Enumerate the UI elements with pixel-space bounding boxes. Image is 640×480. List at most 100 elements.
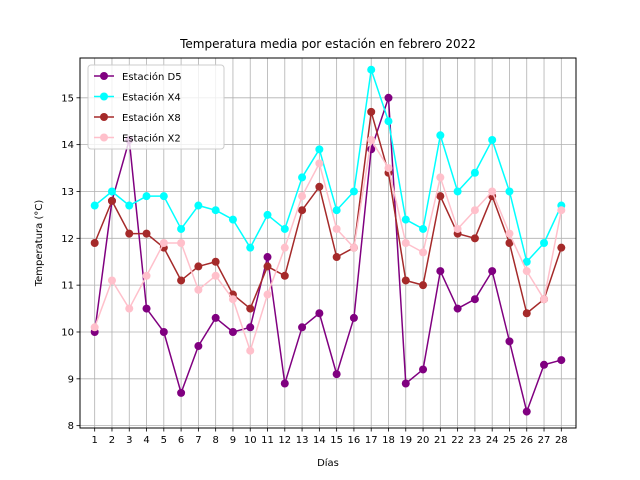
data-point (298, 323, 307, 332)
series-4 (90, 135, 566, 355)
data-point (401, 239, 410, 247)
data-point (298, 192, 307, 201)
data-point (142, 271, 151, 280)
x-tick-label: 27 (538, 435, 551, 446)
y-tick-label: 9 (68, 374, 74, 385)
legend-box (87, 64, 225, 150)
data-point (419, 248, 428, 257)
data-point (246, 323, 255, 332)
legend-entry: Estación X4 (94, 92, 181, 104)
x-tick-label: 18 (382, 435, 395, 446)
data-point (90, 201, 99, 210)
data-point (367, 145, 376, 154)
data-point (107, 276, 116, 285)
series-line (94, 68, 562, 263)
chart-title: Temperatura media por estación en febrer… (179, 37, 476, 51)
y-tick-label: 12 (61, 234, 74, 245)
legend-entry: Estación X8 (94, 112, 181, 124)
data-point (177, 276, 186, 285)
data-point (470, 206, 479, 215)
data-point (315, 309, 324, 318)
data-point (194, 262, 203, 271)
data-point (228, 295, 237, 304)
data-point (211, 313, 220, 322)
data-point (470, 168, 479, 177)
legend-label: Estación X2 (122, 133, 181, 145)
data-point (211, 271, 220, 280)
data-point (228, 327, 237, 336)
x-tick-label: 25 (503, 435, 516, 446)
data-point (367, 107, 376, 116)
data-point (125, 201, 134, 210)
x-tick-label: 8 (212, 435, 218, 446)
data-point (159, 327, 168, 336)
data-point (470, 295, 479, 304)
x-tick-label: 10 (244, 435, 257, 446)
data-point (453, 224, 462, 233)
data-point (367, 135, 376, 144)
data-point (505, 187, 514, 196)
legend-label: Estación D5 (122, 71, 182, 83)
data-point (349, 243, 358, 252)
data-point (263, 290, 272, 299)
series-line (93, 111, 563, 315)
x-tick-label: 24 (486, 435, 499, 446)
data-point (401, 215, 410, 224)
series-2 (90, 65, 566, 266)
series-line (93, 139, 563, 352)
data-point (246, 346, 255, 355)
data-point (211, 206, 220, 215)
data-point (384, 164, 393, 173)
data-point (246, 243, 255, 252)
x-tick-label: 5 (161, 435, 167, 446)
y-tick-label: 8 (68, 421, 74, 432)
data-point (125, 304, 134, 313)
data-point (194, 201, 203, 210)
data-point (263, 262, 272, 271)
x-tick-label: 14 (313, 435, 326, 446)
data-point (488, 187, 497, 196)
legend-marker (100, 92, 108, 101)
data-point (436, 192, 445, 201)
x-tick-label: 19 (399, 435, 412, 446)
data-point (315, 145, 324, 154)
y-axis-label: Temperatura (°C) (34, 200, 45, 288)
series-3 (90, 107, 566, 318)
x-tick-label: 2 (109, 435, 115, 446)
data-point (384, 117, 393, 126)
x-tick-label: 13 (296, 435, 309, 446)
x-tick-label: 1 (92, 435, 98, 446)
data-point (332, 370, 341, 379)
plot-frame (79, 57, 577, 429)
data-point (540, 360, 549, 369)
data-point (436, 131, 445, 140)
x-tick-label: 7 (195, 435, 201, 446)
data-point (263, 210, 272, 219)
data-point (488, 267, 497, 276)
data-point (436, 173, 445, 182)
data-point (419, 365, 428, 374)
series-layer (90, 65, 566, 416)
data-point (470, 234, 479, 243)
data-point (384, 93, 393, 102)
x-tick-label: 22 (451, 435, 464, 446)
y-tick-label: 15 (61, 93, 74, 104)
data-point (177, 388, 186, 397)
data-point (540, 295, 549, 304)
data-point (298, 173, 307, 182)
data-point (194, 285, 203, 294)
data-point (159, 239, 168, 247)
data-point (228, 215, 237, 224)
data-point (280, 224, 289, 233)
data-point (557, 356, 566, 365)
x-axis-label: Días (317, 457, 339, 469)
x-tick-label: 9 (230, 435, 236, 446)
x-tick-label: 26 (520, 435, 533, 446)
x-tick-label: 3 (126, 435, 132, 446)
data-point (505, 337, 514, 346)
data-point (142, 192, 151, 201)
x-tick-label: 20 (417, 435, 430, 446)
legend-entry: Estación X2 (94, 133, 181, 145)
data-point (246, 304, 255, 313)
data-point (332, 206, 341, 215)
